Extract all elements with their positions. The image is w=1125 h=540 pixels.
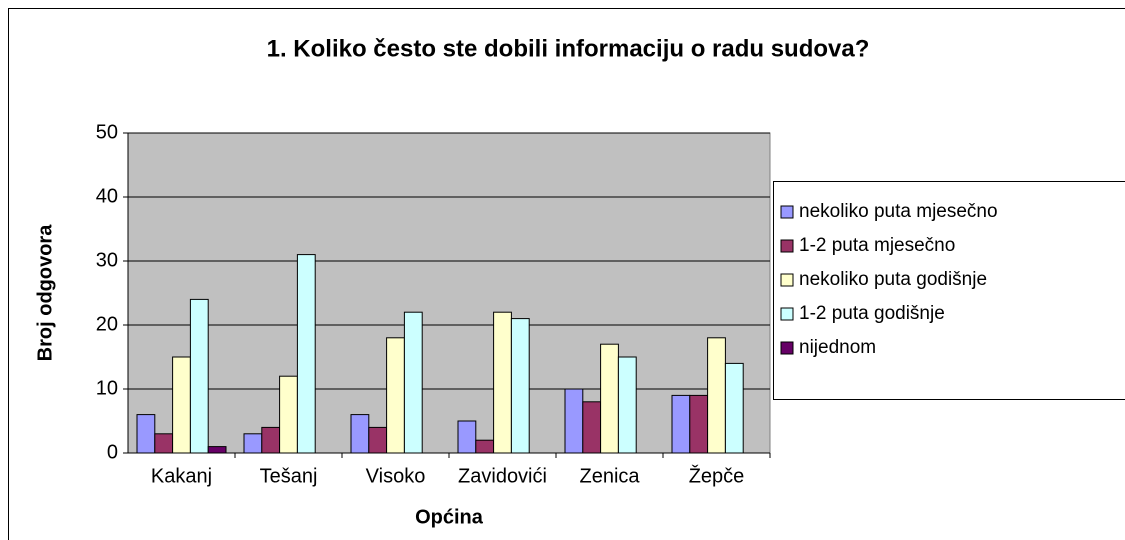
bar	[386, 337, 405, 454]
legend-label: nijednom	[799, 337, 876, 358]
bar	[136, 414, 156, 454]
y-tick-label: 10	[96, 377, 118, 399]
bar	[707, 337, 726, 454]
bar	[671, 394, 691, 454]
legend	[773, 181, 1125, 400]
y-tick-label: 30	[96, 249, 118, 271]
legend-label: 1-2 puta mjesečno	[799, 235, 955, 256]
x-tick-label: Kakanj	[151, 465, 212, 487]
y-tick-label: 50	[96, 121, 118, 143]
bar	[368, 426, 388, 454]
legend-swatch	[780, 239, 794, 253]
legend-label: nekoliko puta godišnje	[799, 269, 987, 290]
bar	[350, 414, 370, 454]
bar	[154, 433, 174, 454]
chart-title: 1. Koliko često ste dobili informaciju o…	[267, 35, 870, 62]
bar	[564, 388, 584, 454]
legend-swatch	[780, 273, 794, 287]
bar	[475, 439, 495, 454]
legend-swatch	[780, 341, 794, 355]
y-axis-title: Broj odgovora	[34, 224, 56, 362]
x-tick-label: Visoko	[366, 465, 426, 487]
x-tick-label: Žepče	[689, 464, 745, 487]
plot-area	[127, 132, 771, 454]
y-tick-label: 20	[96, 313, 118, 335]
bar	[493, 311, 512, 454]
bar	[207, 446, 227, 454]
legend-swatch	[780, 205, 794, 219]
bar	[296, 254, 316, 454]
bar	[510, 318, 530, 454]
legend-label: 1-2 puta godišnje	[799, 303, 945, 324]
x-axis-title: Općina	[415, 506, 484, 528]
bar	[582, 401, 602, 454]
bar	[457, 420, 477, 454]
bar	[403, 311, 423, 454]
bar	[279, 375, 298, 454]
bar	[724, 362, 744, 454]
y-tick-label: 40	[96, 185, 118, 207]
legend-label: nekoliko puta mjesečno	[799, 201, 998, 222]
bar	[617, 356, 637, 454]
bar	[600, 343, 619, 454]
bar	[261, 426, 281, 454]
x-tick-label: Zenica	[579, 465, 640, 487]
x-tick-label: Tešanj	[260, 465, 318, 487]
bar	[243, 433, 263, 454]
bar	[689, 394, 709, 454]
bar	[189, 298, 209, 454]
bar	[172, 356, 191, 454]
y-tick-label: 0	[107, 441, 118, 463]
legend-swatch	[780, 307, 794, 321]
x-tick-label: Zavidovići	[458, 465, 547, 487]
